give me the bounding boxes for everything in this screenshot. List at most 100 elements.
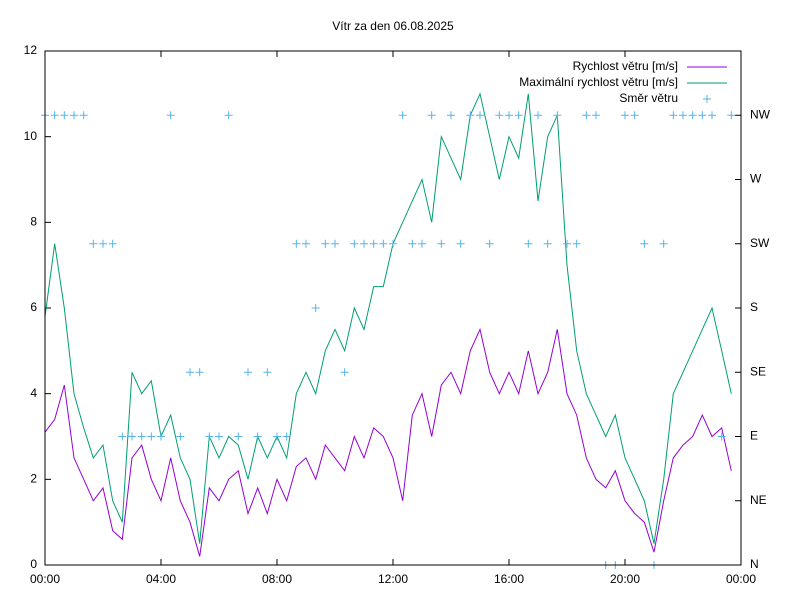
direction-point: [708, 111, 716, 120]
direction-point: [553, 111, 562, 120]
x-tick-label: 04:00: [146, 572, 176, 586]
y-tick-label: 6: [30, 300, 37, 314]
direction-point: [592, 111, 600, 120]
direction-point: [717, 432, 726, 441]
y-tick-label: 2: [30, 472, 37, 486]
direction-point: [244, 368, 252, 377]
direction-point: [389, 239, 397, 248]
direction-point: [630, 111, 639, 120]
direction-point: [621, 111, 629, 120]
y2-tick-label: SW: [750, 236, 770, 250]
direction-point: [60, 111, 69, 120]
direction-point: [379, 239, 388, 248]
direction-point: [572, 239, 581, 248]
direction-point: [476, 111, 484, 120]
legend-label: Rychlost větru [m/s]: [573, 59, 678, 73]
y2-tick-label: SE: [750, 364, 766, 378]
legend-swatch: [703, 95, 711, 103]
direction-point: [166, 111, 175, 120]
direction-point: [485, 239, 494, 248]
x-tick-label: 12:00: [378, 572, 408, 586]
direction-point: [360, 239, 368, 248]
direction-point: [321, 239, 330, 248]
y2-tick-label: W: [750, 172, 762, 186]
direction-point: [408, 239, 417, 248]
direction-point: [563, 239, 571, 248]
direction-point: [534, 111, 542, 120]
direction-point: [640, 239, 649, 248]
direction-point: [108, 239, 117, 248]
direction-point: [418, 239, 426, 248]
direction-point: [89, 239, 98, 248]
direction-point: [369, 239, 378, 248]
direction-point: [224, 111, 233, 120]
direction-point: [128, 432, 136, 441]
direction-point: [215, 432, 223, 441]
direction-point: [263, 368, 272, 377]
direction-point: [659, 239, 668, 248]
direction-point: [292, 239, 301, 248]
y-tick-label: 0: [30, 557, 37, 571]
direction-point: [688, 111, 697, 120]
direction-point: [466, 111, 475, 120]
direction-point: [253, 432, 262, 441]
x-tick-label: 00:00: [726, 572, 756, 586]
direction-point: [669, 111, 678, 120]
y-tick-label: 10: [24, 129, 38, 143]
direction-point: [311, 304, 320, 312]
direction-point: [698, 111, 707, 120]
direction-point: [679, 111, 687, 120]
direction-point: [524, 239, 533, 248]
y-tick-label: 8: [30, 215, 37, 229]
direction-point: [118, 432, 127, 441]
direction-point: [437, 239, 446, 248]
y2-tick-label: S: [750, 300, 758, 314]
direction-point: [331, 239, 339, 248]
series-line: [44, 92, 732, 544]
x-tick-label: 20:00: [610, 572, 640, 586]
y-tick-label: 12: [24, 43, 38, 57]
direction-point: [340, 368, 349, 377]
direction-point: [543, 239, 552, 248]
direction-point: [302, 239, 310, 248]
direction-point: [495, 111, 504, 120]
plot-border: [44, 50, 742, 566]
direction-point: [282, 432, 291, 441]
direction-point: [186, 368, 194, 377]
direction-point: [514, 111, 523, 120]
series-line: [44, 327, 732, 557]
direction-point: [205, 432, 214, 441]
y2-tick-label: NE: [750, 493, 767, 507]
legend-label: Maximální rychlost větru [m/s]: [519, 75, 678, 89]
x-tick-label: 16:00: [494, 572, 524, 586]
direction-point: [456, 239, 465, 248]
y2-tick-label: E: [750, 429, 758, 443]
x-tick-label: 08:00: [262, 572, 292, 586]
direction-point: [727, 111, 736, 120]
direction-point: [50, 111, 59, 120]
y2-tick-label: NW: [750, 107, 771, 121]
chart-title: Vítr za den 06.08.2025: [332, 19, 454, 33]
legend-label: Směr větru: [619, 91, 678, 105]
direction-point: [505, 111, 513, 120]
y2-tick-label: N: [750, 557, 759, 571]
y-tick-label: 4: [30, 386, 37, 400]
direction-point: [176, 432, 185, 441]
x-tick-label: 00:00: [30, 572, 60, 586]
direction-point: [147, 432, 156, 441]
direction-point: [234, 432, 243, 441]
direction-point: [137, 432, 146, 441]
direction-point: [157, 432, 165, 441]
direction-point: [350, 239, 359, 248]
direction-point: [70, 111, 78, 120]
direction-point: [99, 239, 107, 248]
direction-point: [273, 432, 281, 441]
direction-point: [79, 111, 88, 120]
direction-point: [427, 111, 436, 120]
direction-point: [398, 111, 407, 120]
direction-point: [195, 368, 204, 377]
direction-point: [582, 111, 591, 120]
